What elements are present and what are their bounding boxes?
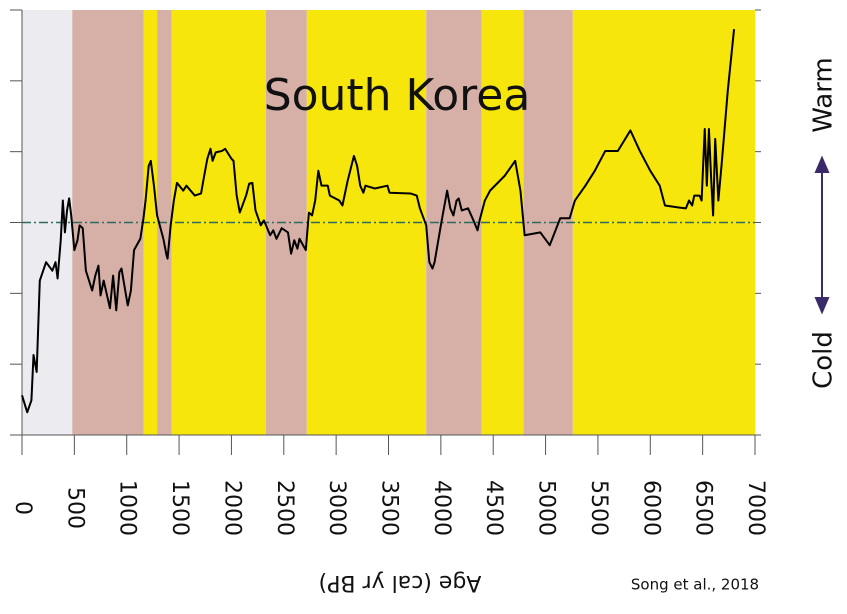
x-tick-label: 3000 [324, 480, 349, 536]
x-tick-label: 5500 [586, 480, 611, 536]
x-tick-label: 0 [10, 501, 35, 515]
source-note: Song et al., 2018 [631, 576, 759, 594]
marks [10, 9, 761, 455]
period-band [523, 10, 573, 435]
x-tick-label: 4000 [429, 480, 454, 536]
x-tick-label: 3500 [377, 480, 402, 536]
y-label-low: Cold [809, 331, 839, 389]
x-tick-label: 1000 [115, 480, 140, 536]
x-axis-label: Age (cal yr BP) [319, 570, 482, 595]
period-band [143, 10, 158, 435]
x-tick-label: 6500 [691, 480, 716, 536]
series-line [21, 29, 736, 414]
x-tick-label: 6000 [638, 480, 663, 536]
x-tick-label: 2500 [272, 480, 297, 536]
chart-title: South Korea [264, 70, 531, 121]
x-tick-label: 1500 [167, 480, 192, 536]
x-tick-label: 4500 [481, 480, 506, 536]
x-tick-label: 2000 [219, 480, 244, 536]
x-tick-label: 7000 [743, 480, 768, 536]
y-label-high: Warm [809, 57, 839, 133]
x-tick-label: 500 [62, 487, 87, 529]
y-arrow [814, 155, 830, 315]
x-tick-label: 5000 [534, 480, 559, 536]
